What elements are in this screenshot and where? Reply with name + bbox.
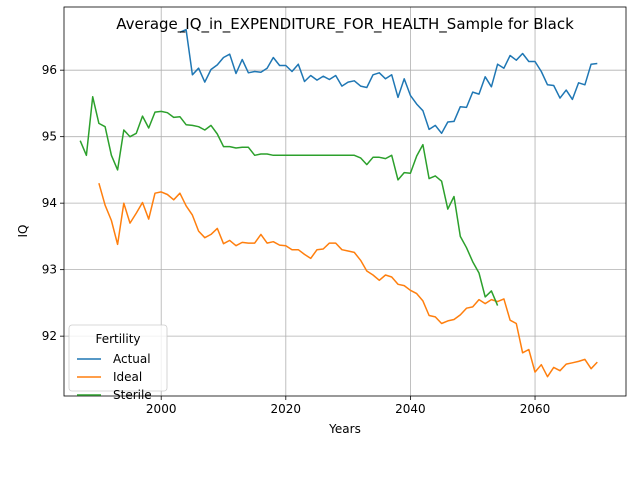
y-tick-label: 92 [42, 329, 57, 343]
y-tick-label: 94 [42, 196, 57, 210]
axis-ticks: 2000 2020 2040 2060 92 93 94 95 96 [42, 63, 551, 416]
plot-frame [63, 6, 627, 397]
x-tick-label: 2000 [146, 402, 177, 416]
y-tick-label: 96 [42, 63, 57, 77]
legend-label-actual: Actual [113, 352, 151, 366]
x-tick-label: 2020 [271, 402, 302, 416]
y-tick-label: 93 [42, 263, 57, 277]
y-tick-label: 95 [42, 130, 57, 144]
x-tick-label: 2060 [520, 402, 551, 416]
legend: Fertility Actual Ideal Sterile [68, 324, 168, 402]
grid [64, 7, 626, 396]
x-axis-label: Years [328, 422, 361, 436]
y-axis-label: IQ [16, 225, 30, 238]
series-line-sterile [79, 96, 499, 306]
legend-box [68, 324, 168, 392]
legend-label-sterile: Sterile [113, 388, 152, 402]
chart-title: Average_IQ_in_EXPENDITURE_FOR_HEALTH_Sam… [116, 15, 574, 34]
series-line-actual [179, 28, 598, 135]
legend-title: Fertility [95, 332, 140, 346]
series-line-ideal [98, 182, 598, 378]
legend-label-ideal: Ideal [113, 370, 142, 384]
x-tick-label: 2040 [395, 402, 426, 416]
series-lines [79, 28, 598, 378]
